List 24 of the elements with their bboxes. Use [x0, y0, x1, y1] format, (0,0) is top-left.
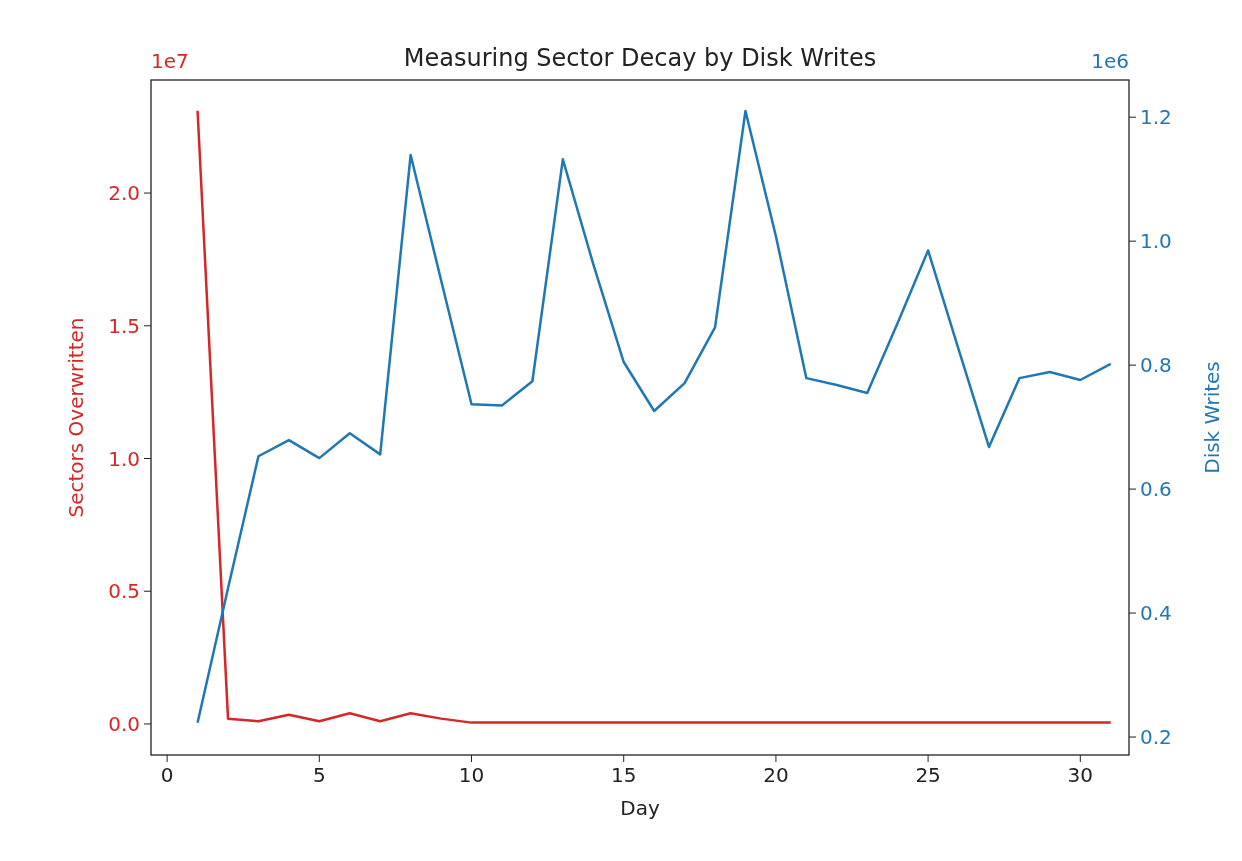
- x-tick-label: 25: [915, 763, 941, 787]
- y-tick-label: 2.0: [108, 181, 140, 206]
- x-axis-title: Day: [620, 796, 660, 820]
- y2-tick-label: 1.0: [1140, 229, 1172, 254]
- y2-tick-label: 0.8: [1140, 353, 1172, 378]
- x-tick-label: 5: [312, 763, 326, 787]
- y-tick-label: 0.0: [108, 711, 140, 736]
- x-tick-label: 15: [610, 763, 637, 787]
- y-tick-label: 0.5: [108, 579, 140, 604]
- x-tick-label: 0: [160, 763, 174, 787]
- text: 1e7: [151, 49, 189, 73]
- x-tick-label: 30: [1067, 763, 1094, 787]
- x-tick-label: 20: [763, 763, 789, 787]
- y2-tick-label: 1.2: [1140, 105, 1172, 130]
- y-tick-label: 1.5: [108, 313, 140, 338]
- y-tick-label: 1.0: [108, 446, 140, 471]
- y2-tick-label: 0.6: [1140, 477, 1172, 502]
- y-axis-title: Sectors Overwritten: [64, 317, 88, 518]
- y2-tick-label: 0.2: [1140, 725, 1172, 750]
- chart-title: Measuring Sector Decay by Disk Writes: [403, 44, 877, 72]
- y2-axis-title: Disk Writes: [1200, 361, 1224, 474]
- y2-tick-label: 0.4: [1140, 601, 1172, 626]
- x-tick-label: 10: [458, 763, 485, 787]
- text: 1e6: [1091, 49, 1129, 73]
